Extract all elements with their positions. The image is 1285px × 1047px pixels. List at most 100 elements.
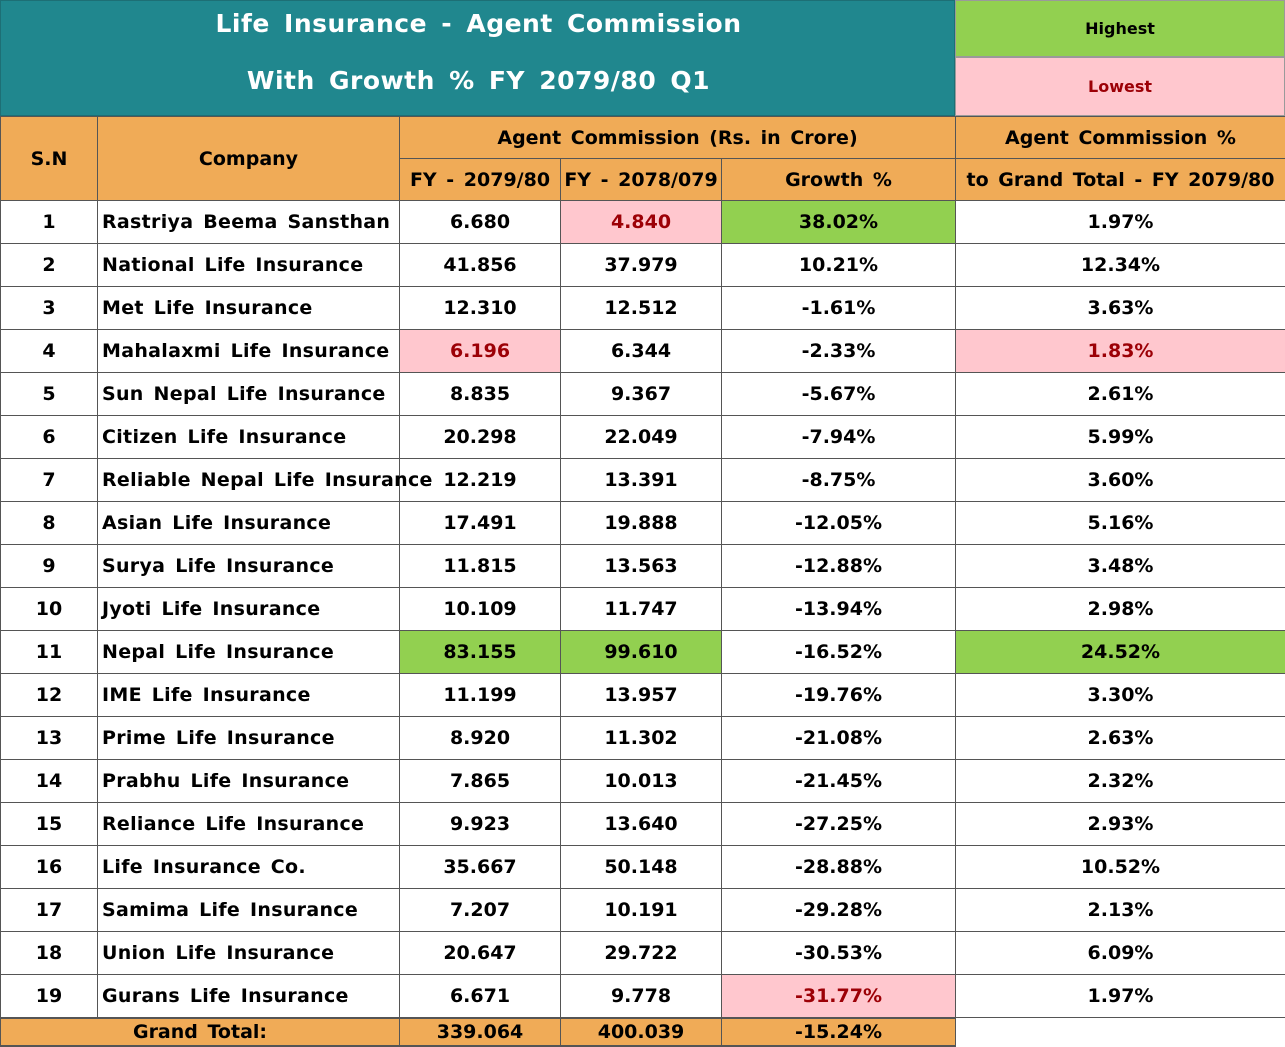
cell-fy-previous: 9.367 [561,373,722,416]
cell-company: Sun Nepal Life Insurance [98,373,400,416]
cell-sn: 2 [1,244,98,287]
cell-share: 3.48% [956,545,1285,588]
cell-fy-current: 20.298 [400,416,561,459]
grand-total-fy-previous: 400.039 [561,1018,722,1046]
cell-company: Gurans Life Insurance [98,975,400,1018]
cell-fy-previous: 9.778 [561,975,722,1018]
cell-sn: 5 [1,373,98,416]
cell-share: 5.99% [956,416,1285,459]
cell-company: IME Life Insurance [98,674,400,717]
cell-share: 12.34% [956,244,1285,287]
cell-fy-previous: 10.013 [561,760,722,803]
cell-share: 1.83% [956,330,1285,373]
cell-fy-previous: 6.344 [561,330,722,373]
grand-total-row: Grand Total: 339.064 400.039 -15.24% [1,1018,1285,1046]
cell-fy-previous: 10.191 [561,889,722,932]
cell-growth: -27.25% [722,803,956,846]
cell-company: National Life Insurance [98,244,400,287]
cell-fy-previous: 13.563 [561,545,722,588]
header-agent-commission: Agent Commission (Rs. in Crore) [400,117,956,159]
cell-company: Prabhu Life Insurance [98,760,400,803]
cell-growth: -21.08% [722,717,956,760]
cell-sn: 3 [1,287,98,330]
grand-total-label: Grand Total: [1,1018,400,1046]
cell-growth: -1.61% [722,287,956,330]
header-fy-previous: FY - 2078/079 [561,159,722,201]
cell-share: 24.52% [956,631,1285,674]
cell-sn: 19 [1,975,98,1018]
cell-growth: 10.21% [722,244,956,287]
cell-fy-previous: 22.049 [561,416,722,459]
cell-company: Samima Life Insurance [98,889,400,932]
cell-fy-current: 35.667 [400,846,561,889]
cell-share: 3.63% [956,287,1285,330]
cell-fy-current: 9.923 [400,803,561,846]
cell-company: Rastriya Beema Sansthan [98,201,400,244]
cell-company: Asian Life Insurance [98,502,400,545]
header-sn: S.N [1,117,98,201]
cell-fy-previous: 50.148 [561,846,722,889]
cell-share: 2.63% [956,717,1285,760]
cell-fy-current: 6.671 [400,975,561,1018]
cell-growth: -31.77% [722,975,956,1018]
cell-sn: 4 [1,330,98,373]
cell-sn: 16 [1,846,98,889]
cell-growth: -16.52% [722,631,956,674]
cell-company: Surya Life Insurance [98,545,400,588]
cell-growth: -29.28% [722,889,956,932]
cell-fy-current: 12.310 [400,287,561,330]
grand-total-blank [956,1018,1285,1046]
cell-share: 2.93% [956,803,1285,846]
cell-fy-previous: 13.957 [561,674,722,717]
cell-share: 5.16% [956,502,1285,545]
cell-growth: 38.02% [722,201,956,244]
cell-share: 2.98% [956,588,1285,631]
cell-share: 3.30% [956,674,1285,717]
header-growth: Growth % [722,159,956,201]
cell-company: Citizen Life Insurance [98,416,400,459]
cell-share: 1.97% [956,975,1285,1018]
cell-sn: 15 [1,803,98,846]
commission-table: S.N Company Agent Commission (Rs. in Cro… [0,116,1285,1047]
cell-growth: -13.94% [722,588,956,631]
cell-company: Reliable Nepal Life Insurance [98,459,400,502]
header-share-line1: Agent Commission % [956,117,1285,159]
cell-fy-previous: 37.979 [561,244,722,287]
header-company: Company [98,117,400,201]
title-banner: Life Insurance - Agent Commission With G… [0,0,955,116]
cell-sn: 1 [1,201,98,244]
cell-growth: -2.33% [722,330,956,373]
title-line-1: Life Insurance - Agent Commission [1,9,956,38]
cell-fy-current: 6.196 [400,330,561,373]
cell-growth: -8.75% [722,459,956,502]
cell-fy-current: 8.920 [400,717,561,760]
cell-share: 2.13% [956,889,1285,932]
cell-fy-current: 7.865 [400,760,561,803]
cell-share: 1.97% [956,201,1285,244]
cell-share: 2.61% [956,373,1285,416]
cell-fy-previous: 29.722 [561,932,722,975]
cell-sn: 12 [1,674,98,717]
cell-sn: 10 [1,588,98,631]
cell-sn: 6 [1,416,98,459]
cell-sn: 7 [1,459,98,502]
cell-fy-current: 6.680 [400,201,561,244]
cell-sn: 11 [1,631,98,674]
cell-sn: 17 [1,889,98,932]
